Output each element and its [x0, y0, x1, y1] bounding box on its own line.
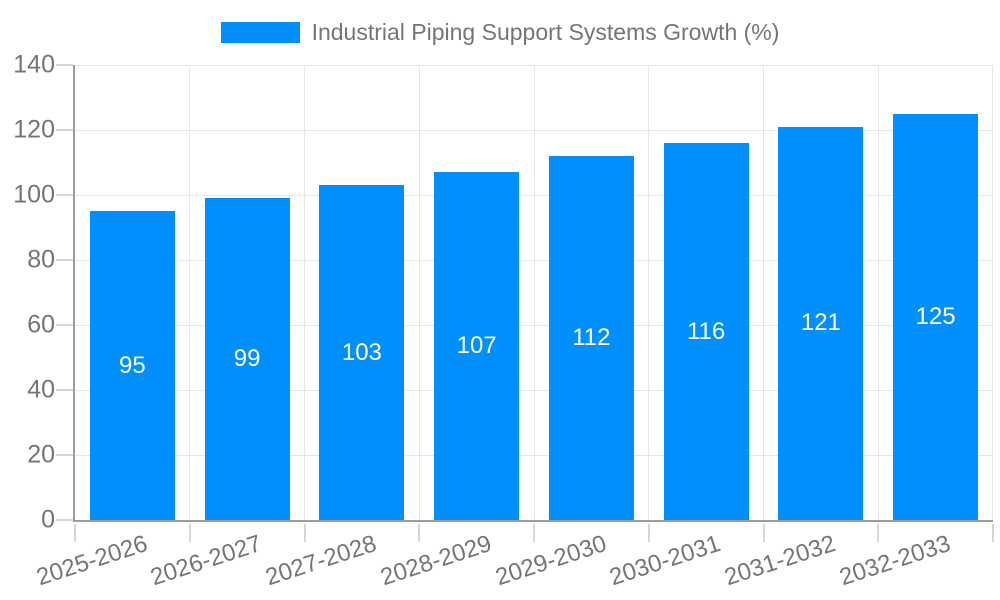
bar-value-label: 103	[341, 338, 382, 366]
chart-legend-item[interactable]: Industrial Piping Support Systems Growth…	[0, 15, 1000, 49]
gridline-vertical	[533, 65, 535, 520]
bar-value-label: 121	[800, 309, 841, 337]
x-tick-label: 2029-2030	[491, 530, 610, 592]
x-tick-label: 2027-2028	[262, 530, 380, 592]
gridline-vertical	[992, 65, 993, 520]
y-tick-label: 120	[13, 115, 55, 144]
x-tick-label: 2031-2032	[721, 530, 839, 592]
bar-value-label: 112	[572, 324, 611, 351]
x-tick-mark	[877, 524, 880, 542]
x-tick-label: 2028-2029	[377, 530, 495, 592]
y-tick-label: 40	[27, 375, 55, 404]
y-tick-mark	[56, 519, 73, 521]
plot-area: 95 99 103 107 112 116 121 125	[73, 64, 993, 522]
gridline-vertical	[648, 65, 650, 520]
bar-2026-2027[interactable]: 99	[204, 198, 290, 520]
x-tick-label: 2025-2026	[32, 530, 151, 592]
bar-2028-2029[interactable]: 107	[434, 172, 520, 520]
y-tick-mark	[56, 389, 73, 391]
x-tick-label: 2026-2027	[147, 530, 266, 592]
y-tick-mark	[56, 259, 73, 261]
x-tick-mark	[188, 524, 191, 542]
y-tick-label: 80	[27, 245, 55, 274]
y-tick-label: 140	[13, 50, 55, 79]
bar-2027-2028[interactable]: 103	[319, 185, 405, 520]
y-tick-mark	[56, 194, 73, 196]
x-tick-mark	[762, 524, 765, 542]
y-tick-mark	[56, 129, 73, 131]
bar-value-label: 107	[456, 332, 497, 360]
x-tick-mark	[74, 524, 76, 542]
y-tick-label: 0	[41, 505, 55, 534]
legend-label: Industrial Piping Support Systems Growth…	[311, 18, 780, 45]
x-tick-label: 2030-2031	[606, 530, 725, 592]
gridline-vertical	[189, 65, 191, 520]
x-tick-mark	[303, 524, 306, 542]
gridline-vertical	[763, 65, 764, 520]
legend-swatch-icon	[220, 21, 300, 43]
gridline-vertical	[877, 65, 879, 520]
bar-value-label: 95	[119, 351, 146, 379]
y-tick-label: 20	[27, 440, 55, 469]
x-tick-mark	[647, 524, 650, 542]
bar-2032-2033[interactable]: 125	[893, 113, 979, 520]
x-tick-mark	[533, 524, 535, 542]
gridline-vertical	[304, 65, 305, 520]
bar-value-label: 125	[915, 302, 956, 330]
x-tick-label: 2032-2033	[836, 530, 954, 592]
x-tick-mark	[418, 524, 421, 542]
bar-value-label: 99	[233, 345, 261, 373]
y-tick-mark	[56, 324, 73, 326]
x-tick-mark	[992, 524, 994, 542]
gridline-vertical	[418, 65, 420, 520]
y-tick-mark	[56, 454, 73, 456]
y-tick-mark	[56, 64, 73, 66]
bar-2031-2032[interactable]: 121	[778, 126, 864, 520]
y-tick-label: 60	[27, 310, 55, 339]
bar-2030-2031[interactable]: 116	[663, 143, 749, 520]
bar-2029-2030[interactable]: 112	[548, 156, 634, 520]
y-tick-label: 100	[13, 180, 55, 209]
bar-2025-2026[interactable]: 95	[89, 211, 175, 520]
bar-value-label: 116	[686, 317, 726, 345]
